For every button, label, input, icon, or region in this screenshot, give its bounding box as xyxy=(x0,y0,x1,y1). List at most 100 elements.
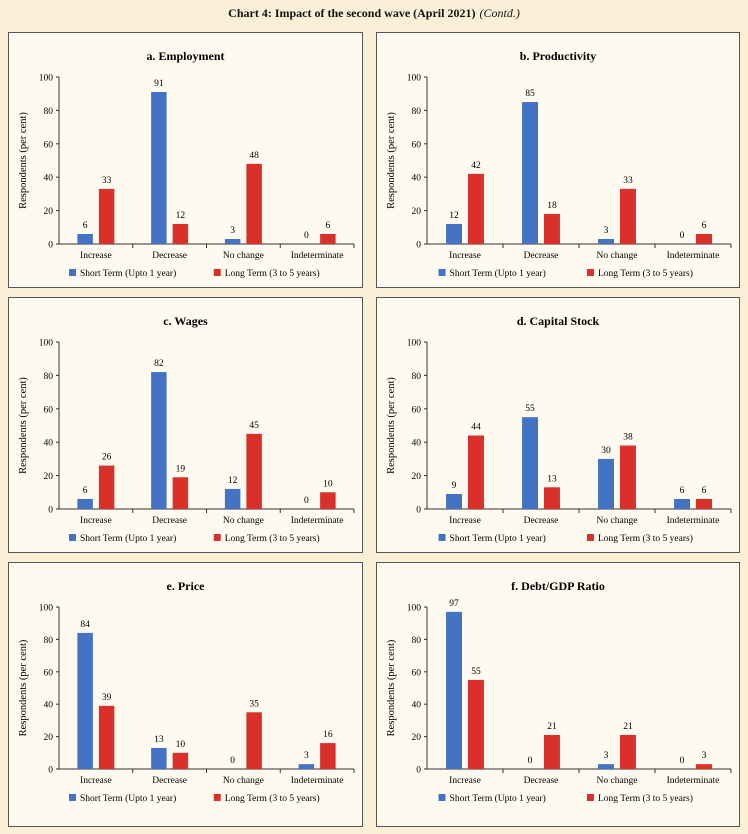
bar-long-term xyxy=(98,705,115,769)
y-tick-label: 60 xyxy=(412,668,422,678)
data-label: 97 xyxy=(449,599,459,609)
y-tick-label: 20 xyxy=(44,207,54,217)
data-label: 12 xyxy=(228,476,238,486)
category-label: No change xyxy=(597,516,638,526)
bar-short-term xyxy=(674,498,690,509)
bar-short-term xyxy=(77,632,93,769)
y-tick-label: 20 xyxy=(44,472,54,482)
category-label: No change xyxy=(597,251,638,261)
legend-label-short-term: Short Term (Upto 1 year) xyxy=(450,268,546,279)
chart-svg: b. Productivity Respondents (per cent) 0 20… xyxy=(386,49,732,279)
legend-label-short-term: Short Term (Upto 1 year) xyxy=(450,533,546,544)
bar-short-term xyxy=(151,747,167,769)
y-tick-label: 0 xyxy=(416,506,421,516)
bar-long-term xyxy=(620,445,636,509)
bar-short-term xyxy=(522,102,538,244)
bar-long-term xyxy=(172,752,189,769)
bar-long-term xyxy=(696,498,712,509)
bar-long-term xyxy=(696,233,712,244)
bar-long-term xyxy=(544,213,560,244)
y-tick-label: 0 xyxy=(416,766,421,776)
y-tick-label: 0 xyxy=(416,241,421,251)
bar-long-term xyxy=(620,734,636,769)
bar-short-term xyxy=(151,92,167,244)
legend-swatch-long-term xyxy=(213,269,221,276)
y-axis-label: Respondents (per cent) xyxy=(386,377,397,474)
chart-panel-employment: a. Employment Respondents (per cent) 0 20 40… xyxy=(8,32,363,288)
data-label: 3 xyxy=(604,751,609,761)
category-label: Increase xyxy=(80,776,112,786)
y-tick-label: 80 xyxy=(412,372,422,382)
bar-long-term xyxy=(320,743,336,769)
category-label: No change xyxy=(597,776,638,786)
legend-swatch-long-term xyxy=(213,534,221,541)
data-label: 9 xyxy=(452,481,457,491)
y-tick-label: 100 xyxy=(39,604,54,614)
chart-title: a. Employment xyxy=(147,49,225,63)
legend-label-long-term: Long Term (3 to 5 years) xyxy=(598,533,693,544)
y-tick-label: 0 xyxy=(48,241,53,251)
y-tick-label: 40 xyxy=(44,174,54,184)
data-label: 21 xyxy=(623,722,633,732)
legend-swatch-short-term xyxy=(438,269,446,276)
y-tick-label: 80 xyxy=(412,636,422,646)
y-tick-label: 60 xyxy=(44,668,54,678)
bar-long-term xyxy=(696,764,712,769)
y-tick-label: 80 xyxy=(44,107,54,117)
category-label: Indeterminate xyxy=(667,251,720,261)
chart-title: d. Capital Stock xyxy=(517,314,600,328)
category-label: Decrease xyxy=(152,251,187,261)
data-label: 0 xyxy=(230,756,235,766)
data-label: 19 xyxy=(176,464,186,474)
data-label: 91 xyxy=(154,79,164,89)
data-label: 6 xyxy=(702,221,707,231)
bar-short-term xyxy=(522,417,538,509)
y-tick-label: 100 xyxy=(39,74,54,84)
bar-short-term xyxy=(446,223,462,244)
bar-short-term xyxy=(77,233,93,244)
y-axis-label: Respondents (per cent) xyxy=(18,112,29,209)
data-label: 82 xyxy=(154,359,164,369)
y-tick-label: 80 xyxy=(44,636,54,646)
data-label: 12 xyxy=(449,211,459,221)
bar-long-term xyxy=(98,465,115,509)
category-label: Indeterminate xyxy=(667,516,720,526)
bar-long-term xyxy=(468,679,484,769)
data-label: 42 xyxy=(471,161,481,171)
data-label: 16 xyxy=(323,730,333,740)
category-label: Indeterminate xyxy=(291,251,344,261)
chart-title: b. Productivity xyxy=(520,49,596,63)
legend-label-short-term: Short Term (Upto 1 year) xyxy=(80,793,176,804)
data-label: 3 xyxy=(702,751,707,761)
legend-swatch-short-term xyxy=(438,794,446,801)
category-label: Indeterminate xyxy=(667,776,720,786)
bar-long-term xyxy=(544,734,560,769)
category-label: Increase xyxy=(449,251,481,261)
data-label: 0 xyxy=(304,496,309,506)
y-axis-label: Respondents (per cent) xyxy=(386,112,397,209)
legend-label-short-term: Short Term (Upto 1 year) xyxy=(80,268,176,279)
legend-swatch-long-term xyxy=(213,794,221,801)
bar-long-term xyxy=(246,712,262,769)
bar-long-term xyxy=(98,188,115,244)
bar-short-term xyxy=(598,458,614,509)
bar-short-term xyxy=(446,493,462,509)
chart-panel-debt-gdp: f. Debt/GDP Ratio Respondents (per cent) 0… xyxy=(376,562,740,827)
page-title-suffix: (Contd.) xyxy=(479,6,520,20)
category-label: Decrease xyxy=(524,776,559,786)
chart-svg: e. Price Respondents (per cent) 0 20 40 60 80 1… xyxy=(18,579,355,804)
y-axis-label: Respondents (per cent) xyxy=(18,377,29,474)
legend-label-long-term: Long Term (3 to 5 years) xyxy=(598,268,693,279)
data-label: 84 xyxy=(80,620,90,630)
page-title-text: Chart 4: Impact of the second wave (Apri… xyxy=(228,6,476,20)
bar-short-term xyxy=(224,238,241,244)
data-label: 6 xyxy=(325,221,330,231)
legend-label-long-term: Long Term (3 to 5 years) xyxy=(225,268,320,279)
y-axis-label: Respondents (per cent) xyxy=(386,639,397,736)
y-tick-label: 40 xyxy=(44,701,54,711)
y-tick-label: 100 xyxy=(407,339,422,349)
data-label: 33 xyxy=(623,176,633,186)
bar-long-term xyxy=(172,477,189,509)
legend-swatch-short-term xyxy=(69,269,77,276)
